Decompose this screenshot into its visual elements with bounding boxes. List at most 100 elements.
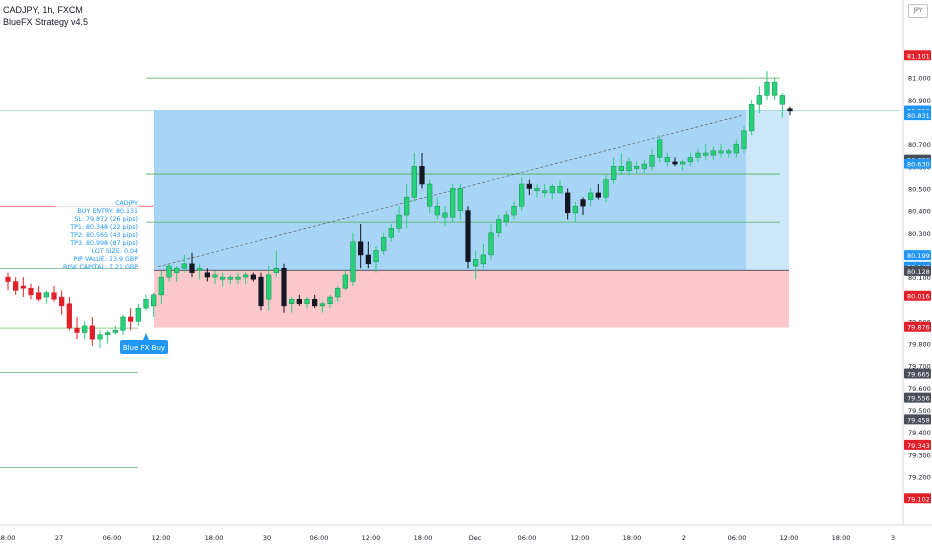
candle	[128, 308, 134, 331]
time-tick-label: 06:00	[103, 534, 122, 542]
candle	[74, 316, 80, 340]
candle-body	[373, 250, 379, 262]
candle-body	[442, 212, 448, 218]
price-badge: 80.831	[904, 110, 931, 121]
candle-body	[82, 325, 88, 333]
candle	[43, 290, 49, 304]
candle	[342, 270, 348, 291]
candle-body	[549, 186, 555, 194]
price-axis[interactable]: 81.00080.90080.70080.60080.50080.40080.3…	[902, 0, 932, 550]
candle-body	[220, 276, 226, 280]
price-badge: 79.876	[904, 321, 931, 332]
take-profit-zone-ahead	[746, 110, 789, 271]
price-tick-label: 79.200	[908, 474, 931, 482]
candle-body	[787, 108, 793, 112]
candle-body	[496, 219, 502, 234]
candle-body	[5, 276, 11, 282]
candle-body	[381, 236, 387, 251]
price-badge-label: 80.199	[907, 252, 930, 260]
candle	[36, 285, 42, 302]
candle-body	[89, 325, 95, 340]
time-tick-label: Dec	[469, 534, 482, 542]
candle	[296, 294, 302, 306]
candle-body	[595, 192, 601, 198]
take-profit-zone	[154, 110, 746, 271]
candle-body	[319, 303, 325, 307]
price-badge-label: 79.876	[907, 324, 930, 332]
candle	[273, 250, 279, 278]
price-badge-bg	[904, 392, 931, 403]
candle-body	[327, 296, 333, 304]
candle-body	[710, 150, 716, 156]
candle	[718, 144, 724, 158]
candle	[457, 184, 463, 220]
candle	[726, 148, 732, 158]
time-tick-label: 06:00	[518, 534, 537, 542]
info-line: TP1: 80.348 (22 pips)	[69, 224, 138, 231]
candle-body	[197, 267, 203, 271]
candle-body	[565, 192, 571, 214]
candle	[626, 157, 632, 176]
price-tick-label: 81.000	[908, 75, 931, 83]
price-badge-bg	[904, 493, 931, 504]
price-badge: 80.128	[904, 265, 931, 276]
candle	[220, 272, 226, 286]
candle	[89, 316, 95, 346]
price-tick-label: 80.900	[908, 97, 931, 105]
price-badge-bg	[904, 321, 931, 332]
candle-body	[611, 166, 617, 180]
candle-body	[51, 292, 57, 300]
candle	[680, 159, 686, 171]
candle	[381, 232, 387, 255]
candle-body	[28, 287, 34, 296]
candle-body	[358, 241, 364, 256]
candle	[565, 188, 571, 220]
candle	[749, 99, 755, 136]
candle	[135, 303, 141, 326]
candle-body	[634, 166, 640, 169]
candle	[358, 223, 364, 269]
time-tick-label: 18:00	[623, 534, 642, 542]
price-badge: 79.556	[904, 392, 931, 403]
candle-body	[764, 81, 770, 96]
buy-signal[interactable]: Blue FX Buy	[120, 333, 168, 354]
candle-body	[419, 166, 425, 185]
candle-body	[335, 287, 341, 298]
candle-body	[526, 183, 532, 189]
price-badge: 80.199	[904, 250, 931, 261]
candle	[51, 285, 57, 302]
candle-body	[66, 303, 72, 329]
candle-body	[557, 186, 563, 194]
time-tick-label: 18:00	[0, 534, 15, 542]
candle	[450, 184, 456, 222]
trend-line	[157, 115, 743, 267]
candle	[603, 175, 609, 202]
price-tick-label: 80.700	[908, 141, 931, 149]
candle	[557, 179, 563, 194]
candle	[181, 254, 187, 273]
candle-body	[503, 214, 509, 222]
candle	[687, 153, 693, 167]
candle-body	[434, 205, 440, 216]
time-axis[interactable]: 18:00 27 06:00 12:00 18:00 30 06:00 12:00 18:00 D…	[0, 524, 932, 542]
candle	[618, 153, 624, 176]
candle	[204, 268, 210, 282]
currency-button[interactable]: JPY	[908, 4, 928, 18]
price-badge-bg	[904, 414, 931, 425]
time-tick-label: 30	[263, 534, 271, 542]
candle	[105, 330, 111, 344]
price-badge-label: 79.102	[907, 495, 930, 503]
price-tick-label: 80.400	[908, 208, 931, 216]
price-badge-label: 80.128	[907, 268, 930, 276]
candle	[197, 263, 203, 280]
candle	[243, 272, 249, 284]
candle-body	[350, 241, 356, 282]
candle	[250, 272, 256, 282]
info-line: TP2: 80.565 (43 pips)	[69, 232, 138, 239]
candle-body	[772, 81, 778, 96]
candle-body	[243, 274, 249, 278]
time-tick-label: 3	[891, 534, 895, 542]
price-badge-label: 80.630	[907, 161, 930, 169]
candle-body	[158, 276, 164, 296]
